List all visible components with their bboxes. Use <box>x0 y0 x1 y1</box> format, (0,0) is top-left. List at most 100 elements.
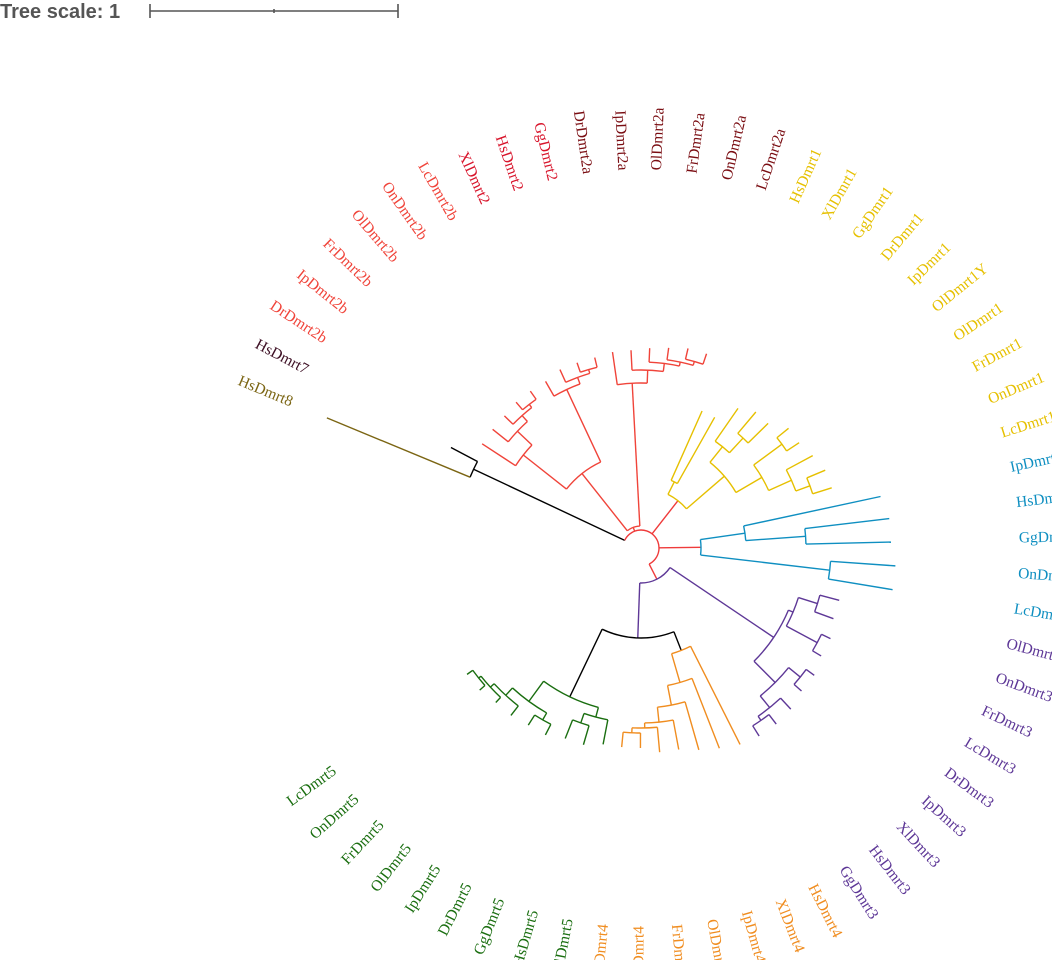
leaf-label: OnDmrt2b <box>378 179 431 244</box>
leaf-branch <box>752 725 760 737</box>
leaf-branch <box>812 487 832 495</box>
branch-line <box>745 535 806 542</box>
leaf-branch <box>544 723 552 736</box>
leaf-branch <box>812 650 822 657</box>
tree-scale: Tree scale: 1 <box>0 1 399 23</box>
leaf-label: FrDmrt2a <box>683 112 708 175</box>
branch-arc <box>813 595 821 613</box>
leaf-branch <box>821 633 831 640</box>
leaf-branch <box>582 725 590 745</box>
leaf-branch <box>768 714 777 725</box>
branch-arc <box>565 372 590 383</box>
leaf-label: GgDmrt1 <box>849 183 897 241</box>
branch-line <box>522 454 567 490</box>
branch-line <box>798 596 818 605</box>
branch-arc <box>534 714 552 725</box>
leaf-label: OnDmrt4 <box>630 926 647 960</box>
leaf-branch <box>793 683 802 692</box>
leaf-label: OnDmrt3 <box>993 669 1052 706</box>
leaf-labels: HsDmrt8HsDmrt7DrDmrt2bIpDmrt2bFrDmrt2bOl… <box>236 107 1052 960</box>
branch-arc <box>512 406 533 425</box>
leaf-branch <box>648 348 651 363</box>
branch-arc <box>785 469 797 492</box>
branch-line <box>667 481 675 495</box>
leaf-branch <box>527 714 536 726</box>
branch-arc <box>639 567 671 584</box>
leaf-label: GgDmrt3 <box>836 863 882 923</box>
leaf-label: XlDmrt1 <box>818 165 860 222</box>
leaf-label: LcDmrt2b <box>414 159 461 224</box>
leaf-label: FrDmrt1 <box>969 335 1025 376</box>
leaf-branch <box>510 705 519 716</box>
leaf-branch <box>702 353 708 365</box>
branch-line <box>666 685 673 706</box>
leaf-label: HsDmrt1 <box>786 146 825 206</box>
branch-line <box>700 532 746 541</box>
leaf-label: IpDmrt4 <box>738 909 769 960</box>
leaf-label: OlDmrt1Y <box>929 260 992 316</box>
leaf-label: DrDmrt2b <box>267 297 331 347</box>
branch-line <box>753 660 776 684</box>
branch-line <box>700 554 830 571</box>
leaf-branch <box>804 517 890 530</box>
leaf-branch <box>828 578 893 591</box>
leaf-branch <box>714 407 739 442</box>
branch-line <box>569 628 603 698</box>
branch-arc <box>580 366 598 373</box>
leaf-branch <box>594 357 598 368</box>
branch-line <box>669 566 775 638</box>
branch-arc <box>667 677 693 687</box>
leaf-label: DrDmrt2a <box>570 110 596 176</box>
branch-arc <box>565 461 601 490</box>
branch-line <box>542 712 548 721</box>
leaf-branch <box>830 560 896 567</box>
branch-arc <box>624 529 660 565</box>
leaf-label: LcDmrt6 <box>1013 600 1052 626</box>
tree-scale-bar <box>149 4 399 18</box>
leaf-branch <box>780 697 792 710</box>
leaf-label: HsDmrt8 <box>236 373 296 411</box>
branch-line <box>795 485 811 492</box>
leaf-label: LcDmrt3 <box>961 734 1019 778</box>
leaf-branch <box>559 369 567 383</box>
leaf-branch <box>737 411 757 434</box>
tree-scale-label: Tree scale: 1 <box>0 1 120 23</box>
leaf-label: XlDmrt2 <box>455 149 494 207</box>
branch-line <box>686 475 725 510</box>
branch-arc <box>522 398 537 411</box>
leaf-branch <box>747 422 769 444</box>
branch-line <box>581 473 628 532</box>
tree-branches <box>326 347 896 753</box>
branch-arc <box>601 628 675 639</box>
branch-arc <box>583 712 608 721</box>
branch-line <box>566 389 602 463</box>
branch-line <box>580 713 585 724</box>
branch-line <box>673 631 682 651</box>
branch-arc <box>543 680 599 709</box>
branch-line <box>528 680 545 702</box>
leaf-branch <box>786 442 800 452</box>
branch-arc <box>753 609 790 662</box>
leaf-label: OnDmrt5 <box>307 791 363 843</box>
leaf-label: OlDmrt2b <box>348 206 403 266</box>
leaf-label: IpDmrt3 <box>918 792 969 840</box>
leaf-label: XlDmrt5 <box>549 917 576 960</box>
leaf-label: HsDmrt7 <box>252 336 311 378</box>
leaf-branch <box>529 390 537 400</box>
branch-line <box>631 383 641 527</box>
branch-line <box>786 625 818 644</box>
leaf-label: HsDmrt4 <box>804 881 845 940</box>
leaf-label: DrDmrt5 <box>435 880 476 939</box>
leaf-branch <box>620 732 624 748</box>
branch-arc <box>714 440 730 454</box>
branch-arc <box>793 669 807 685</box>
leaf-label: IpDmrt5 <box>401 862 444 916</box>
branch-line <box>648 563 658 580</box>
leaf-branch <box>785 454 814 471</box>
branch-arc <box>709 461 737 493</box>
branch-line <box>505 687 514 696</box>
leaf-branch <box>326 417 471 478</box>
branch-line <box>658 546 702 549</box>
leaf-label: OlDmrt4 <box>703 918 730 960</box>
